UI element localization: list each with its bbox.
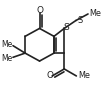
Text: S: S: [64, 23, 69, 32]
Text: O: O: [46, 71, 53, 80]
Text: S: S: [77, 16, 83, 25]
Text: Me: Me: [1, 54, 12, 63]
Text: Me: Me: [78, 71, 90, 80]
Text: Me: Me: [90, 9, 102, 18]
Text: O: O: [36, 6, 43, 15]
Text: Me: Me: [1, 40, 12, 49]
